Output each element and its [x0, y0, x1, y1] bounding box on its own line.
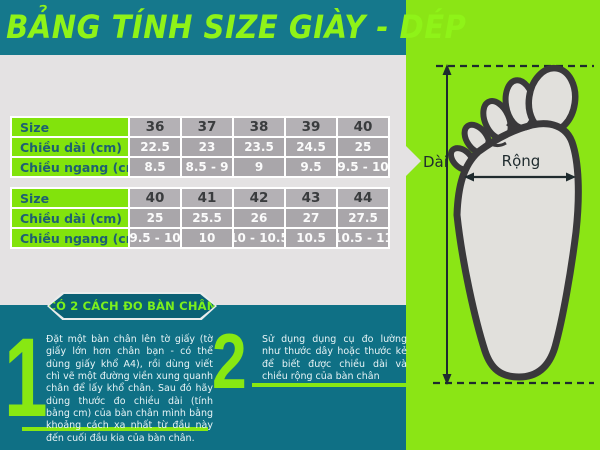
size-table-1: Size 36 37 38 39 40 Chiều dài (cm) 22.5 …	[10, 116, 390, 178]
row-label-cell: Size	[12, 118, 128, 136]
width-value-cell: 10.5 - 11	[338, 229, 388, 247]
measure-methods-badge: CÓ 2 CÁCH ĐO BÀN CHÂN	[47, 292, 217, 320]
length-value-cell: 25	[130, 209, 180, 227]
size-value-cell: 44	[338, 189, 388, 207]
size-value-cell: 38	[234, 118, 284, 136]
badge-label: CÓ 2 CÁCH ĐO BÀN CHÂN	[47, 299, 217, 313]
page-title: BẢNG TÍNH SIZE GIÀY - DÉP	[6, 9, 467, 47]
length-value-cell: 27.5	[338, 209, 388, 227]
width-value-cell: 10 - 10.5	[234, 229, 284, 247]
header-band	[0, 0, 406, 55]
width-value-cell: 8.5 - 9	[182, 158, 232, 176]
size-value-cell: 37	[182, 118, 232, 136]
width-arrow-icon	[464, 172, 576, 182]
width-value-cell: 10.5	[286, 229, 336, 247]
width-value-cell: 10	[182, 229, 232, 247]
size-value-cell: 43	[286, 189, 336, 207]
size-value-cell: 39	[286, 118, 336, 136]
length-value-cell: 25	[338, 138, 388, 156]
size-value-cell: 40	[130, 189, 180, 207]
length-value-cell: 23.5	[234, 138, 284, 156]
row-label-cell: Chiều dài (cm)	[12, 209, 128, 227]
length-value-cell: 27	[286, 209, 336, 227]
foot-illustration	[447, 64, 582, 381]
row-label-cell: Chiều ngang (cm)	[12, 158, 128, 176]
foot-sole	[453, 120, 582, 381]
step-2-text: Sử dụng dụng cụ đo lường như thước dây h…	[262, 334, 407, 383]
row-label-cell: Size	[12, 189, 128, 207]
size-value-cell: 41	[182, 189, 232, 207]
size-value-cell: 36	[130, 118, 180, 136]
width-value-cell: 9.5	[286, 158, 336, 176]
length-value-cell: 26	[234, 209, 284, 227]
length-value-cell: 22.5	[130, 138, 180, 156]
row-label-cell: Chiều ngang (cm)	[12, 229, 128, 247]
step-2-number: 2	[212, 317, 247, 405]
toe-crease	[506, 122, 532, 131]
badge-body: CÓ 2 CÁCH ĐO BÀN CHÂN	[49, 294, 215, 318]
size-value-cell: 40	[338, 118, 388, 136]
step-1-number: 1	[4, 315, 48, 440]
size-table-2: Size 40 41 42 43 44 Chiều dài (cm) 25 25…	[10, 187, 390, 249]
content-panel	[0, 55, 406, 305]
size-value-cell: 42	[234, 189, 284, 207]
width-value-cell: 9	[234, 158, 284, 176]
row-label-cell: Chiều dài (cm)	[12, 138, 128, 156]
toe-crease	[485, 139, 507, 148]
length-value-cell: 25.5	[182, 209, 232, 227]
length-value-cell: 24.5	[286, 138, 336, 156]
pointer-icon	[406, 146, 421, 176]
step-1-underline	[22, 427, 208, 431]
instructions-section	[0, 305, 406, 450]
length-label: Dài	[423, 153, 448, 171]
width-label: Rộng	[502, 152, 541, 170]
length-arrow-icon	[442, 64, 452, 385]
width-value-cell: 9.5 - 10	[130, 229, 180, 247]
step-2-underline	[252, 383, 406, 387]
step-1-text: Đặt một bàn chân lên tờ giấy (tờ giấy lớ…	[46, 334, 213, 444]
length-value-cell: 23	[182, 138, 232, 156]
width-value-cell: 9.5 - 10	[338, 158, 388, 176]
foot-diagram: Dài Rộng	[406, 64, 594, 385]
width-value-cell: 8.5	[130, 158, 180, 176]
